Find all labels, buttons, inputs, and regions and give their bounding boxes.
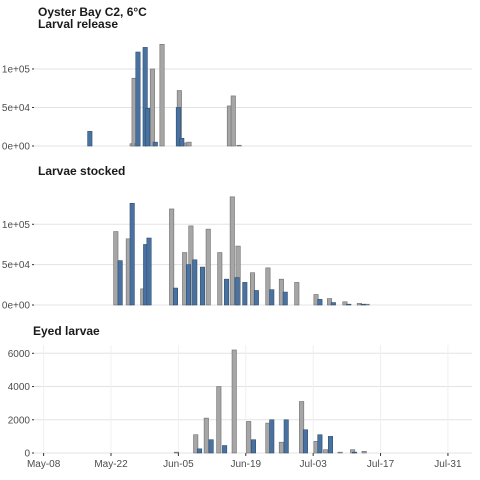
bar-grey bbox=[327, 298, 333, 306]
bar-blue bbox=[186, 264, 192, 306]
bar-blue bbox=[224, 278, 230, 306]
bar-grey bbox=[113, 231, 119, 306]
bar-blue bbox=[234, 277, 240, 306]
chart-title: Oyster Bay C2, 6°C bbox=[38, 5, 147, 19]
bar-grey bbox=[193, 434, 199, 454]
bar-blue bbox=[346, 303, 352, 306]
bar-grey bbox=[361, 451, 367, 454]
bar-grey bbox=[217, 252, 223, 306]
bar-grey bbox=[186, 141, 192, 147]
bar-grey bbox=[203, 417, 209, 454]
bar-blue bbox=[242, 282, 248, 306]
x-tick-label: Jul-17 bbox=[367, 459, 395, 470]
bar-blue bbox=[129, 203, 135, 306]
x-axis: May-08 May-22 Jun-05 Jun-19 Jul-03 Jul-17 Jul-… bbox=[27, 453, 462, 470]
y-tick-label: 5e+04 bbox=[2, 260, 31, 271]
bar-grey bbox=[229, 196, 235, 306]
bar-blue bbox=[327, 436, 333, 454]
x-tick-label: May-08 bbox=[27, 459, 61, 470]
x-tick-label: Jul-03 bbox=[300, 459, 328, 470]
bar-blue bbox=[222, 445, 228, 454]
bar-blue bbox=[152, 141, 158, 147]
bar-blue bbox=[175, 107, 181, 147]
y-tick-label: 1e+05 bbox=[2, 220, 31, 231]
bar-blue bbox=[330, 302, 336, 306]
bar-grey bbox=[342, 301, 348, 306]
y-tick-label: 4000 bbox=[8, 382, 31, 393]
bar-blue bbox=[253, 290, 259, 306]
y-tick-label: 6000 bbox=[8, 349, 31, 360]
bar-blue bbox=[117, 260, 123, 306]
bar-blue bbox=[173, 287, 179, 306]
x-tick-label: May-22 bbox=[94, 459, 128, 470]
bar-blue bbox=[302, 429, 308, 454]
bar-grey bbox=[246, 421, 252, 454]
bar-blue bbox=[146, 237, 152, 306]
bar-grey bbox=[149, 68, 155, 147]
bar-blue bbox=[192, 259, 198, 306]
bar-blue bbox=[269, 419, 275, 454]
x-tick-label: Jun-19 bbox=[230, 459, 261, 470]
bar-blue bbox=[87, 131, 93, 147]
bar-grey bbox=[278, 441, 284, 454]
bar-grey bbox=[159, 44, 165, 147]
bar-grey bbox=[299, 401, 305, 454]
bar-blue bbox=[208, 439, 214, 454]
bar-grey bbox=[236, 144, 242, 147]
panel-title: Larvae stocked bbox=[38, 164, 125, 178]
y-tick-label: 1e+05 bbox=[2, 64, 31, 75]
bar-grey bbox=[337, 451, 343, 454]
bar-grey bbox=[231, 349, 237, 454]
y-tick-label: 2000 bbox=[8, 415, 31, 426]
bar-grey bbox=[250, 272, 256, 306]
panel-2: Larvae stocked 0e+00 5e+04 1e+05 bbox=[2, 164, 472, 312]
x-tick-label: Jul-31 bbox=[434, 459, 462, 470]
panel-3: Eyed larvae 0 2000 4000 6000 bbox=[8, 324, 472, 460]
bar-grey bbox=[173, 451, 179, 454]
bar-grey bbox=[294, 282, 300, 306]
bar-grey bbox=[216, 386, 222, 454]
y-tick-label: 0 bbox=[24, 449, 30, 460]
bar-blue bbox=[352, 451, 358, 454]
bar-blue bbox=[197, 448, 203, 454]
y-tick-label: 0e+00 bbox=[2, 301, 31, 312]
bar-blue bbox=[269, 289, 275, 306]
panel-title: Eyed larvae bbox=[33, 324, 100, 338]
bar-blue bbox=[199, 266, 205, 306]
bar-blue bbox=[282, 291, 288, 306]
panel-1: Larval release 0e+00 5e+04 1e+05 bbox=[2, 17, 472, 153]
panel-title: Larval release bbox=[38, 17, 118, 31]
bar-grey bbox=[230, 95, 236, 147]
x-tick-label: Jun-05 bbox=[163, 459, 194, 470]
bar-blue bbox=[179, 137, 185, 147]
bar-grey bbox=[323, 449, 329, 454]
bar-blue bbox=[250, 439, 256, 454]
bar-grey bbox=[205, 228, 211, 306]
bar-blue bbox=[135, 51, 141, 147]
bar-grey bbox=[169, 208, 175, 306]
bar-blue bbox=[360, 303, 366, 306]
bar-blue bbox=[317, 434, 323, 454]
y-tick-label: 5e+04 bbox=[2, 103, 31, 114]
bar-blue bbox=[317, 299, 323, 306]
y-tick-label: 0e+00 bbox=[2, 142, 31, 153]
bar-grey bbox=[265, 267, 271, 306]
bar-blue bbox=[283, 419, 289, 454]
bar-blue bbox=[145, 107, 151, 147]
